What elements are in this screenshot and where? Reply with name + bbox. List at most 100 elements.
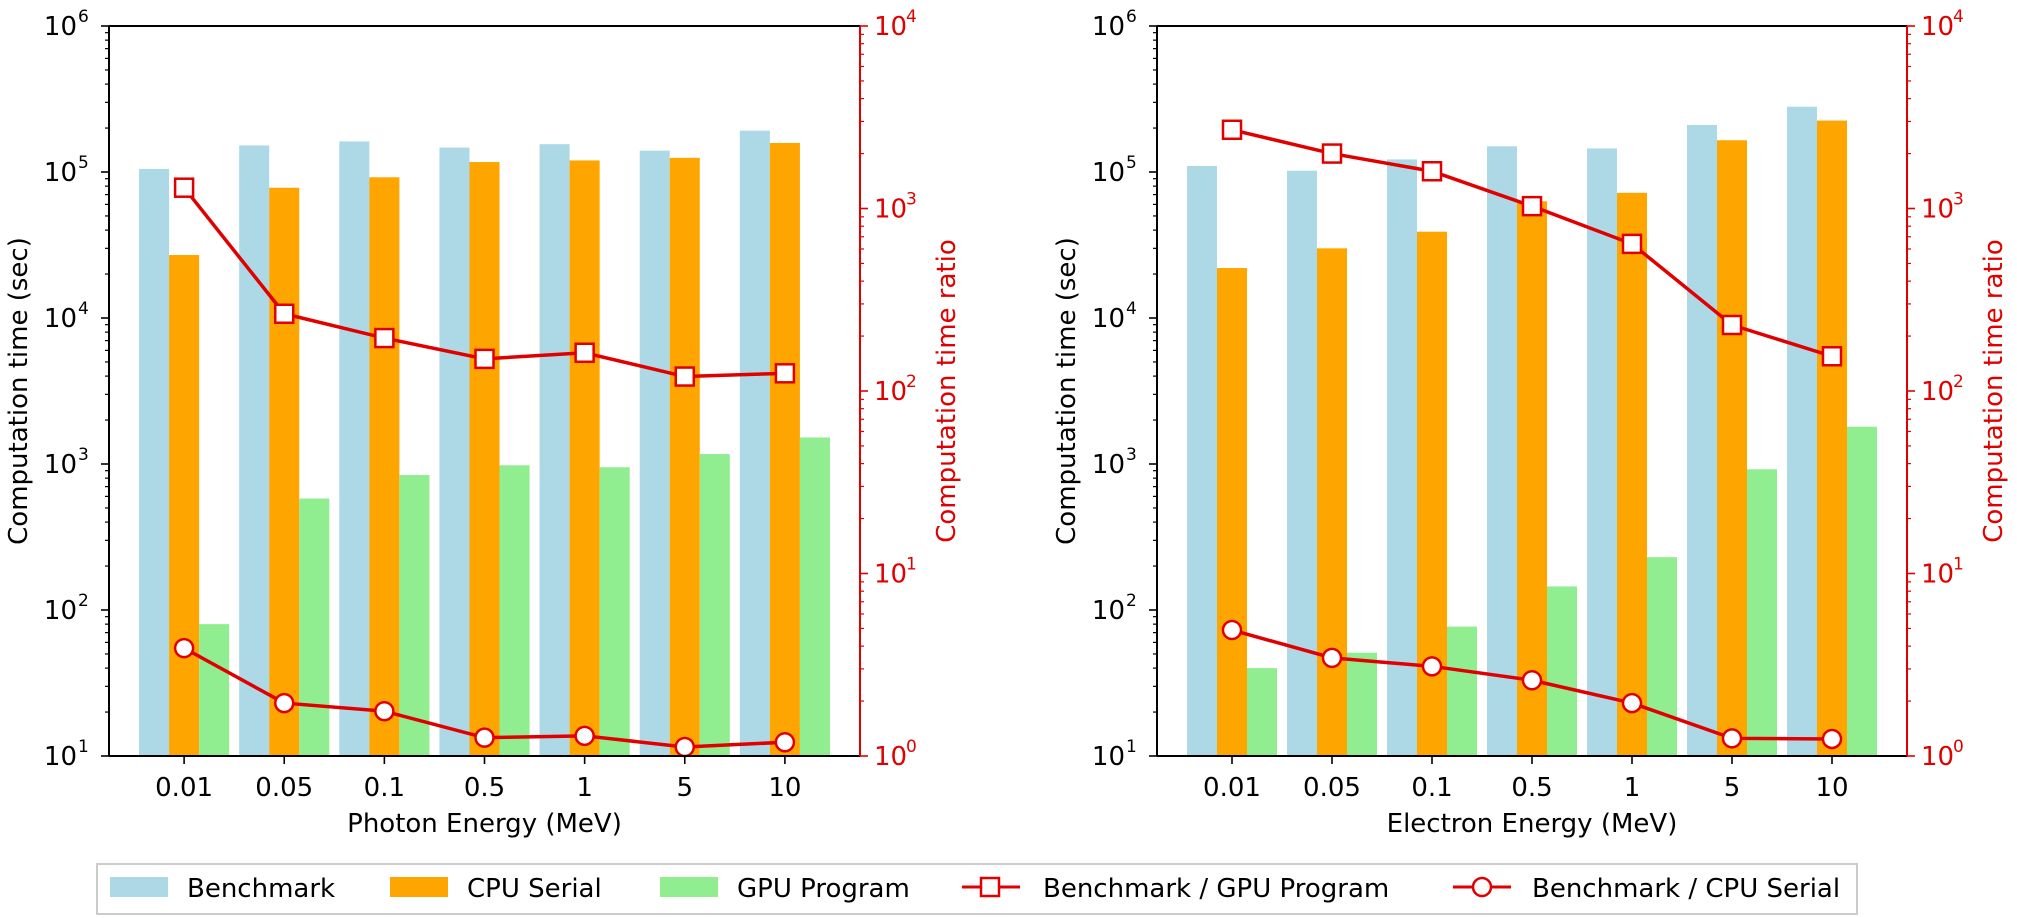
x-tick-label: 1 <box>576 773 593 803</box>
y-tick-exponent: 5 <box>1126 153 1137 173</box>
ratio-marker-circle <box>1621 692 1643 714</box>
x-tick-label: 0.1 <box>1411 773 1452 803</box>
legend-swatch-gpu-program <box>660 877 718 897</box>
ratio-marker-square <box>574 342 595 364</box>
y2-tick-label: 10 <box>1921 560 1954 590</box>
y2-tick-label: 10 <box>874 560 907 590</box>
y2-tick-label: 10 <box>1921 377 1954 407</box>
bar-cpu-serial <box>669 157 700 756</box>
legend-marker-square <box>979 876 1001 898</box>
bar-gpu-program <box>1747 469 1777 756</box>
bar-benchmark <box>539 144 570 757</box>
bar-gpu-program <box>399 475 430 756</box>
bar-benchmark <box>1587 148 1617 756</box>
ratio-marker-circle <box>474 727 495 748</box>
bar-gpu-program <box>1847 426 1877 756</box>
bar-cpu-serial <box>569 160 600 756</box>
y-axis-label: Computation time (sec) <box>4 237 34 545</box>
ratio-marker-square <box>1321 143 1343 164</box>
ratio-marker-square <box>1221 119 1243 141</box>
y-tick-label: 10 <box>1092 12 1125 42</box>
legend-label-bench-gpu: Benchmark / GPU Program <box>1043 874 1389 904</box>
ratio-marker-circle <box>774 731 796 753</box>
x-tick-label: 0.05 <box>255 773 313 803</box>
ratio-marker-circle <box>1221 619 1243 641</box>
y2-tick-exponent: 3 <box>1953 190 1964 210</box>
bar-gpu-program <box>799 437 830 756</box>
y2-tick-exponent: 1 <box>906 555 917 575</box>
bar-gpu-program <box>1347 652 1377 756</box>
y-tick-label: 10 <box>44 304 77 334</box>
bar-cpu-serial <box>1517 201 1547 757</box>
bar-cpu-serial <box>1817 120 1847 756</box>
bar-benchmark <box>439 147 470 757</box>
y-tick-label: 10 <box>1092 596 1125 626</box>
legend-swatch-benchmark <box>110 877 168 897</box>
bar-cpu-serial <box>369 177 400 756</box>
ratio-marker-square <box>374 327 395 349</box>
ratio-marker-circle <box>1321 647 1343 669</box>
x-tick-label: 0.01 <box>1203 773 1261 803</box>
y-tick-label: 10 <box>44 596 77 626</box>
y2-tick-label: 10 <box>874 195 907 225</box>
bar-gpu-program <box>699 454 730 756</box>
y2-tick-label: 10 <box>874 742 907 772</box>
bar-gpu-program <box>1647 557 1677 756</box>
x-tick-label: 5 <box>1724 773 1741 803</box>
legend-label-benchmark: Benchmark <box>187 874 335 904</box>
y-tick-exponent: 4 <box>78 299 89 319</box>
y2-tick-exponent: 4 <box>906 7 917 27</box>
legend-label-gpu-program: GPU Program <box>737 874 910 904</box>
bar-gpu-program <box>1547 586 1577 756</box>
y2-tick-label: 10 <box>1921 742 1954 772</box>
y2-tick-exponent: 3 <box>906 190 917 210</box>
ratio-marker-circle <box>674 736 696 758</box>
ratio-marker-square <box>674 366 696 387</box>
ratio-marker-circle <box>1821 728 1843 750</box>
bar-gpu-program <box>199 624 230 756</box>
y-tick-label: 10 <box>44 742 77 772</box>
y2-tick-label: 10 <box>1921 12 1954 42</box>
y2-tick-label: 10 <box>874 12 907 42</box>
ratio-marker-square <box>474 348 495 370</box>
y-tick-exponent: 6 <box>78 7 89 27</box>
ratio-marker-square <box>1521 195 1543 217</box>
bar-gpu-program <box>1447 626 1477 756</box>
y-tick-exponent: 3 <box>1126 445 1137 465</box>
bar-benchmark <box>1387 159 1417 756</box>
ratio-marker-circle <box>1421 656 1443 677</box>
bar-gpu-program <box>1247 668 1277 756</box>
y-tick-label: 10 <box>44 450 77 480</box>
y2-tick-exponent: 4 <box>1953 7 1964 27</box>
x-tick-label: 5 <box>676 773 693 803</box>
legend-marker-circle <box>1471 876 1493 898</box>
legend-swatch-cpu-serial <box>390 877 448 897</box>
ratio-marker-circle <box>374 700 395 722</box>
ratio-marker-circle <box>1721 728 1743 749</box>
bar-gpu-program <box>299 498 330 756</box>
y-tick-exponent: 2 <box>1126 591 1137 611</box>
bar-benchmark <box>339 141 370 756</box>
bar-cpu-serial <box>469 162 500 756</box>
y-tick-exponent: 4 <box>1126 299 1137 319</box>
ratio-marker-square <box>1421 160 1443 182</box>
y-tick-label: 10 <box>44 12 77 42</box>
y2-axis-label: Computation time ratio <box>1979 239 2009 543</box>
y2-tick-exponent: 1 <box>1953 555 1964 575</box>
x-tick-label: 0.01 <box>155 773 213 803</box>
bar-cpu-serial <box>769 142 800 756</box>
y2-tick-exponent: 0 <box>906 737 917 757</box>
ratio-marker-circle <box>574 725 595 747</box>
bar-benchmark <box>239 145 270 757</box>
legend-label-bench-cpu: Benchmark / CPU Serial <box>1532 874 1840 904</box>
y2-tick-exponent: 2 <box>1953 372 1964 392</box>
bar-cpu-serial <box>269 187 300 757</box>
x-tick-label: 0.5 <box>1511 773 1552 803</box>
ratio-marker-square <box>1721 314 1743 336</box>
x-tick-label: 0.5 <box>464 773 505 803</box>
y-tick-label: 10 <box>1092 742 1125 772</box>
y2-tick-exponent: 2 <box>906 372 917 392</box>
ratio-marker-circle <box>1521 670 1543 691</box>
